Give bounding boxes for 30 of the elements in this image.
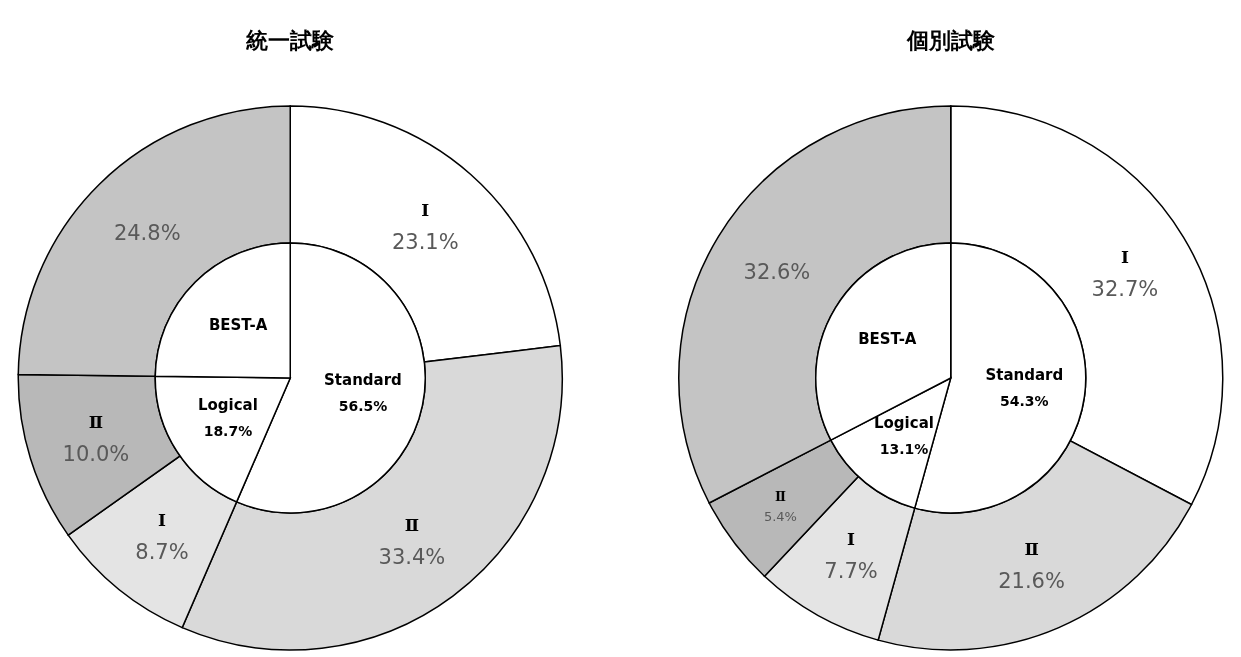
slice-label: Standard (324, 371, 402, 390)
slice-label: BEST-A (858, 330, 917, 349)
data-label: 21.6% (998, 568, 1065, 593)
slice-label: Ⅱ (774, 489, 786, 505)
slice-label: BEST-A (208, 316, 268, 335)
slice-label: Logical (197, 396, 258, 415)
data-label: 5.4% (763, 509, 797, 525)
data-label: 23.1% (391, 229, 459, 254)
slice-label: Ⅱ (88, 412, 104, 433)
data-label: 10.0% (62, 442, 130, 467)
slice-label: Standard (985, 366, 1064, 384)
slice-label: Ⅰ (1120, 246, 1129, 267)
data-label: 8.7% (135, 540, 189, 565)
chart-title: 統一試験 (245, 27, 336, 53)
data-label: 54.3% (1000, 393, 1049, 409)
data-label: 33.4% (378, 545, 446, 570)
slice-label: Logical (874, 413, 934, 432)
data-label: 7.7% (824, 559, 878, 584)
data-label: 56.5% (338, 398, 388, 415)
slice-label: Ⅰ (847, 529, 856, 550)
data-label: 24.8% (113, 221, 181, 246)
data-label: 13.1% (879, 440, 929, 457)
slice-label: Ⅱ (1024, 538, 1039, 559)
slice-label: Ⅰ (421, 199, 430, 220)
slice-label: Ⅱ (404, 515, 420, 536)
data-label: 32.7% (1091, 276, 1159, 301)
chart-title: 個別試験 (905, 27, 996, 53)
data-label: 18.7% (203, 423, 253, 440)
slice-label: Ⅰ (158, 510, 167, 531)
data-label: 32.6% (743, 260, 811, 285)
